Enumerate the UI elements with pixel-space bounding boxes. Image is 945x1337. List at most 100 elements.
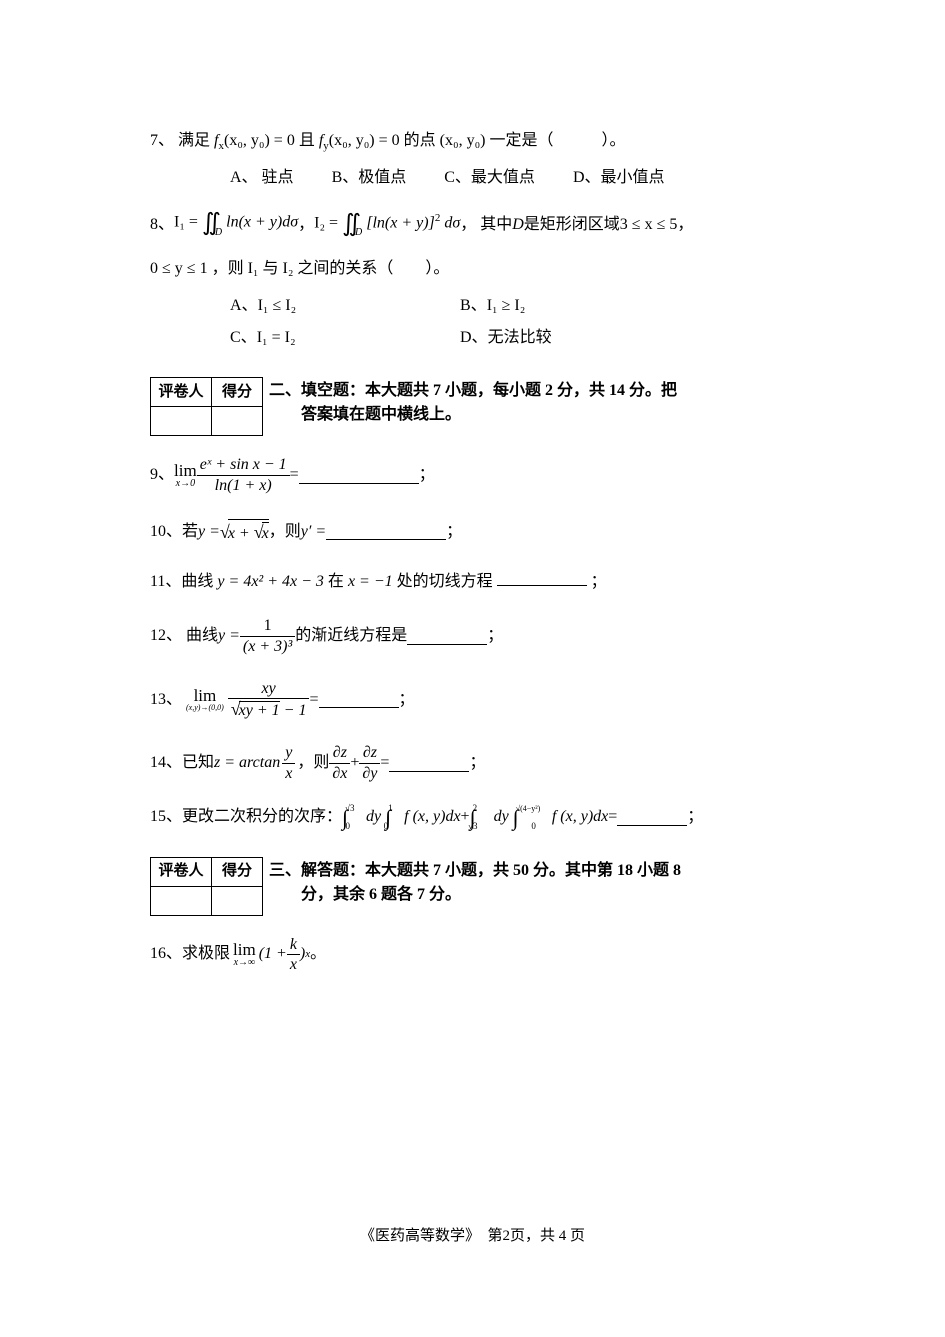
q13-lim-t: lim [186, 687, 224, 704]
q15-b3l: √3 [468, 821, 477, 831]
q14-dx-d: ∂x [329, 764, 350, 783]
q9-lim-t: lim [174, 462, 197, 479]
q15-int2: ∫2√3 dy ∫√(4−y²)0 f (x, y)dx [470, 806, 609, 828]
section-3-header: 评卷人 得分 三、解答题：本大题共 7 小题，共 50 分。其中第 18 小题 … [150, 857, 795, 916]
q11-expr: y = 4x² + 4x − 3 [217, 573, 324, 590]
q14-plus: + [350, 752, 359, 774]
q8-D: D [512, 214, 524, 236]
score-col1: 评卷人 [151, 378, 212, 407]
q14-dzdx: ∂z ∂x [329, 744, 350, 782]
q13-lim: lim (x,y)→(0,0) [186, 687, 224, 712]
q8-optd-l: D、 [460, 329, 488, 346]
q14-number: 14、已知 [150, 752, 214, 774]
q15-dy1: dy [366, 808, 381, 825]
q7-fy: fy(x₀, y₀) = 0 [319, 132, 404, 149]
question-7: 7、 满足 fx(x₀, y₀) = 0 且 fy(x₀, y₀) = 0 的点… [150, 130, 795, 189]
q8-rangey: 0 ≤ y ≤ 1 [150, 260, 208, 277]
q16-num: k [287, 936, 300, 956]
q8-text2: 是矩形闭区域 [524, 214, 620, 236]
q15-int1: ∫√30 dy ∫10 f (x, y)dx [342, 806, 461, 828]
q13-den: √xy + 1 − 1 [228, 699, 310, 720]
q16-frac: k x [287, 936, 300, 974]
q8-options: A、I₁ ≤ I₂ B、I₁ ≥ I₂ C、I₁ = I₂ D、无法比较 [150, 295, 795, 350]
q8-opt-row-2: C、I₁ = I₂ D、无法比较 [230, 327, 795, 349]
q8-opta-e: I₁ ≤ I₂ [258, 297, 297, 314]
q11-blank [497, 569, 587, 586]
q12-semi: ； [487, 625, 503, 647]
q9-blank [299, 467, 419, 484]
q11-semi: ； [591, 573, 607, 590]
q7-stem: 7、 满足 fx(x₀, y₀) = 0 且 fy(x₀, y₀) = 0 的点… [150, 130, 795, 155]
q11-xval: x = −1 [348, 573, 393, 590]
q15-f1: f (x, y)dx [404, 808, 460, 825]
q13-lim-b: (x,y)→(0,0) [186, 704, 224, 712]
q9-lim: lim x→0 [174, 462, 197, 489]
question-12: 12、 曲线 y = 1 (x + 3)³ 的渐近线方程是 ； [150, 617, 795, 655]
q10-sqi-x: x [262, 522, 269, 545]
q11-tail: 处的切线方程 [397, 573, 493, 590]
q10-sqrt-body: x + √x [228, 519, 269, 545]
q15-f2: f (x, y)dx [552, 808, 608, 825]
q8-optc-l: C、 [230, 329, 257, 346]
q15-b1h: √3 [345, 803, 354, 813]
q11-number: 11、曲线 [150, 573, 217, 590]
q13-eq: = [309, 689, 318, 711]
score-cell-1 [151, 407, 212, 436]
q8-i1-lhs: I₁ = [174, 214, 202, 231]
q7-mid: 的点 [404, 132, 436, 149]
q7-opt-b: B、极值点 [332, 167, 407, 189]
q14-dy-d: ∂y [359, 764, 380, 783]
q15-semi: ； [687, 806, 703, 828]
q8-opt-b: B、I₁ ≥ I₂ [460, 295, 525, 317]
q7-eq1: = 0 [270, 132, 295, 149]
q15-eq: = [608, 806, 617, 828]
q8-i2-pre: [ln(x + y)] [366, 214, 435, 231]
q13-den-tail: − 1 [280, 702, 307, 719]
q9-lim-b: x→0 [174, 479, 197, 489]
q15-b2l: 0 [384, 821, 389, 831]
q13-num: xy [228, 680, 310, 700]
q13-number: 13、 [150, 689, 182, 711]
q9-frac: eˣ + sin x − 1 ln(1 + x) [197, 456, 290, 494]
q13-blank [319, 691, 399, 708]
q16-open: (1 + [259, 943, 287, 965]
score3-col1: 评卷人 [151, 857, 212, 886]
q8-i2: I₂ = ∬D [ln(x + y)]2 dσ [314, 211, 460, 240]
q13-den-in: xy + 1 [239, 701, 280, 720]
score-table-2: 评卷人 得分 [150, 377, 263, 436]
q8-opta-l: A、 [230, 297, 258, 314]
q12-yeq: y = [218, 625, 240, 647]
q14-eq: = [380, 752, 389, 774]
q8-sep2: ， 其中 [460, 214, 512, 236]
q10-sqrt: √x + √x [220, 519, 269, 545]
q7-prefix: 满足 [178, 132, 214, 149]
sec2-line2: 答案填在题中横线上。 [269, 406, 461, 423]
q7-and: 且 [299, 132, 315, 149]
q7-opt-a: A、 驻点 [230, 167, 294, 189]
q8-sep3: ， [677, 214, 693, 236]
q10-semi: ； [446, 521, 462, 543]
q10-yeq: y = [198, 521, 220, 543]
q15-blank [617, 809, 687, 826]
q7-f2-args: (x₀, y₀) [329, 132, 375, 149]
q8-opt-a: A、I₁ ≤ I₂ [230, 295, 460, 317]
q8-rangex: 3 ≤ x ≤ 5 [620, 214, 678, 236]
q12-num: 1 [240, 617, 295, 637]
q14-zeq: z = arctan [214, 752, 280, 774]
q14-den: x [282, 764, 295, 783]
q16-lim-b: x→∞ [233, 958, 256, 968]
q16-den: x [287, 955, 300, 974]
q15-b3h: 2 [473, 803, 478, 813]
q8-sep1: ， [298, 214, 314, 236]
q12-number: 12、 曲线 [150, 625, 218, 647]
score3-cell-1 [151, 886, 212, 915]
sec3-line1: 三、解答题：本大题共 7 小题，共 50 分。其中第 18 小题 8 [269, 862, 681, 879]
q8-optb-l: B、 [460, 297, 487, 314]
sec2-line1: 二、填空题：本大题共 7 小题，每小题 2 分，共 14 分。把 [269, 382, 677, 399]
q8-l2-mid: ，则 [212, 260, 244, 277]
q11-at: 在 [328, 573, 344, 590]
q7-number: 7、 [150, 132, 174, 149]
q14-dy-n: ∂z [359, 744, 380, 764]
score-cell-2 [212, 407, 263, 436]
q8-intsub-2: D [355, 227, 362, 238]
